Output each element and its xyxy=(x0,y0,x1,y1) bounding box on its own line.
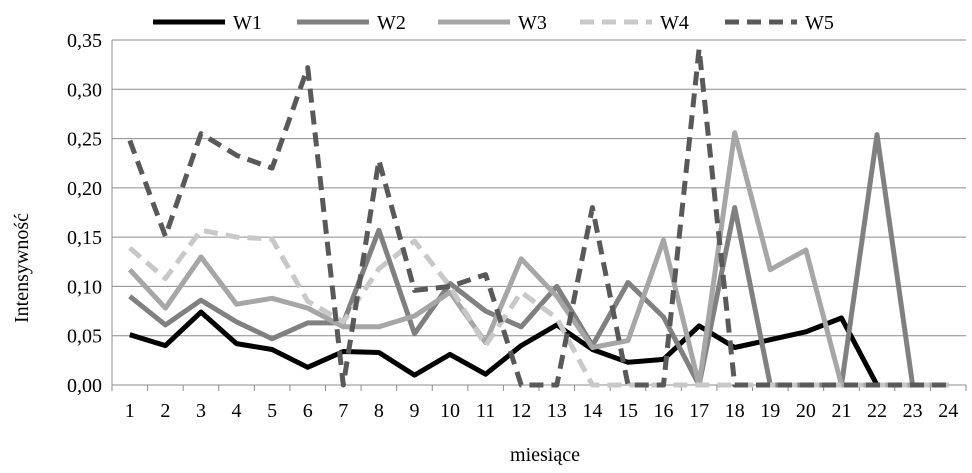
x-tick-label: 24 xyxy=(938,400,958,422)
y-tick-label: 0,15 xyxy=(67,227,102,249)
x-tick-label: 13 xyxy=(547,400,567,422)
series-line-w1 xyxy=(129,309,949,388)
x-tick-label: 23 xyxy=(903,400,923,422)
x-tick-label: 17 xyxy=(689,400,709,422)
legend-label-w4: W4 xyxy=(660,12,689,34)
x-tick-label: 7 xyxy=(338,400,348,422)
y-tick-label: 0,20 xyxy=(67,178,102,200)
legend: W1 W2 W3 W4 W5 xyxy=(153,12,834,34)
legend-label-w2: W2 xyxy=(377,12,406,34)
x-tick-label: 21 xyxy=(831,400,851,422)
x-tick-label: 11 xyxy=(476,400,495,422)
x-tick-label: 14 xyxy=(582,400,602,422)
y-tick-label: 0,10 xyxy=(67,276,102,298)
y-tick-label: 0,00 xyxy=(67,375,102,397)
x-tick-label: 6 xyxy=(303,400,313,422)
x-tick-label: 5 xyxy=(267,400,277,422)
x-tick-label: 10 xyxy=(440,400,460,422)
x-tick-label: 19 xyxy=(760,400,780,422)
x-tick-label: 20 xyxy=(796,400,816,422)
y-tick-label: 0,35 xyxy=(67,30,102,52)
x-axis-title: miesiące xyxy=(510,444,580,466)
x-tick-label: 22 xyxy=(867,400,887,422)
legend-label-w5: W5 xyxy=(805,12,834,34)
y-axis-title: Intensywność xyxy=(11,213,33,323)
y-tick-label: 0,25 xyxy=(67,129,102,151)
x-tick-label: 9 xyxy=(409,400,419,422)
y-tick-label: 0,05 xyxy=(67,326,102,348)
x-tick-label: 4 xyxy=(232,400,242,422)
series-lines xyxy=(127,46,949,388)
legend-label-w1: W1 xyxy=(233,12,262,34)
x-tick-label: 16 xyxy=(654,400,674,422)
x-tick-label: 1 xyxy=(125,400,135,422)
x-tick-label: 2 xyxy=(160,400,170,422)
x-tick-label: 8 xyxy=(374,400,384,422)
y-tick-label: 0,30 xyxy=(67,79,102,101)
x-tick-label: 12 xyxy=(511,400,531,422)
x-tick-label: 3 xyxy=(196,400,206,422)
gridlines xyxy=(112,39,966,337)
series-line-w5 xyxy=(127,46,949,388)
x-tick-label: 15 xyxy=(618,400,638,422)
x-tick-label: 18 xyxy=(725,400,745,422)
series-line-w3 xyxy=(127,130,949,388)
legend-label-w3: W3 xyxy=(518,12,547,34)
